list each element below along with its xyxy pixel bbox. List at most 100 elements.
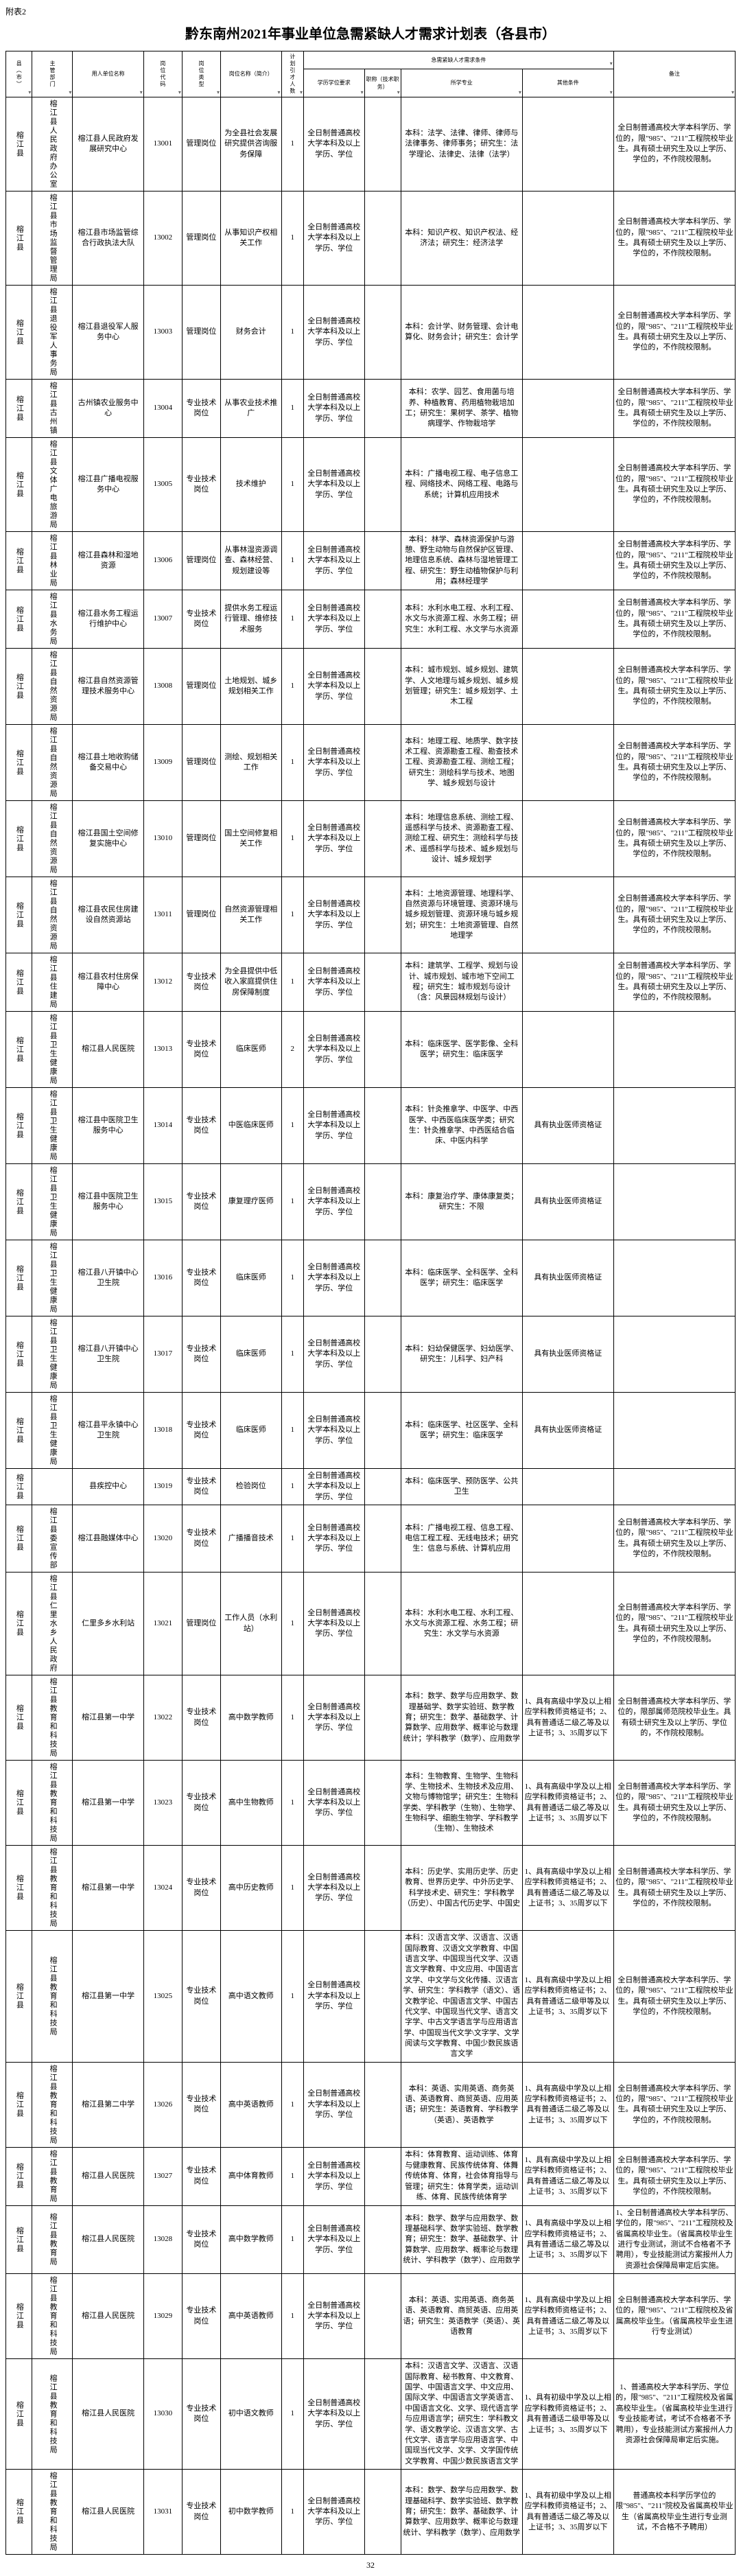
cell-unit: 榕江县第一中学 [73,1931,143,2063]
cell-county: 榕江县 [6,192,32,286]
header-major[interactable]: 所学专业 [401,69,522,97]
header-code[interactable]: 岗位代码 [143,51,182,97]
cell-major: 本科：数学、数学与应用数学、数理基础科学、数学实验班、数学教育；研究生：数学、基… [401,2470,522,2555]
header-dept[interactable]: 主管部门 [32,51,73,97]
cell-code: 13011 [143,877,182,953]
cell-edu: 全日制普通高校大学本科及以上学历、学位 [304,438,365,532]
cell-other [522,649,613,725]
cell-county: 榕江县 [6,97,32,192]
cell-other: 1、具有高级中学及以上相应学科教师资格证书；2、具有普通话二级乙等及以上证书；3… [522,2062,613,2147]
cell-type: 专业技术岗位 [182,1316,220,1393]
cell-other: 1、具有高级中学及以上相应学科教师资格证书；2、具有普通话二级乙等及以上证书；3… [522,2147,613,2205]
cell-protitle [364,380,401,438]
cell-unit: 榕江县第一中学 [73,1761,143,1846]
header-posname[interactable]: 岗位名称（简介） [220,51,281,97]
header-protitle[interactable]: 职称（技术职务） [364,69,401,97]
cell-dept: 榕江县林业局 [32,532,73,590]
header-req-group[interactable]: 急需紧缺人才需求条件 [304,51,614,69]
cell-unit: 仁里多乡水利站 [73,1573,143,1675]
cell-unit: 榕江县农民住房建设自然资源站 [73,877,143,953]
cell-posname: 为全县提供中低收入家庭提供住房保障制度 [220,953,281,1012]
cell-count: 1 [281,1469,303,1505]
cell-code: 13022 [143,1675,182,1761]
table-row: 榕江县榕江县卫生健康局榕江县人民医院13013专业技术岗位临床医师2全日制普通高… [6,1012,736,1088]
cell-major: 本科：土地资源管理、地理科学、自然资源与环境管理、资源环境与城乡规划管理、资源环… [401,877,522,953]
cell-unit: 榕江县市场监管综合行政执法大队 [73,192,143,286]
table-row: 榕江县榕江县教育和科技局榕江县人民医院13029专业技术岗位高中英语教师1全日制… [6,2274,736,2359]
cell-code: 13018 [143,1393,182,1469]
cell-type: 管理岗位 [182,97,220,192]
cell-dept: 榕江县教育局 [32,2147,73,2205]
cell-dept: 榕江县市场监督管理局 [32,192,73,286]
cell-dept: 榕江县自然资源局 [32,877,73,953]
header-unit[interactable]: 用人单位名称 [73,51,143,97]
table-row: 榕江县榕江县卫生健康局榕江县平永镇中心卫生院13018专业技术岗位临床医师1全日… [6,1393,736,1469]
cell-posname: 财务会计 [220,286,281,380]
cell-edu: 全日制普通高校大学本科及以上学历、学位 [304,2359,365,2470]
requirements-table: 县（市） 主管部门 用人单位名称 岗位代码 岗位类型 岗位名称（简介） 计划引才… [5,51,736,2555]
cell-remark: 全日制普通高校大学本科学历、学位的，限"985"、"211"工程院校毕业生。具有… [613,1846,735,1931]
cell-type: 管理岗位 [182,801,220,877]
cell-dept: 榕江县古州镇 [32,380,73,438]
cell-type: 专业技术岗位 [182,1088,220,1164]
cell-edu: 全日制普通高校大学本科及以上学历、学位 [304,2205,365,2273]
cell-type: 管理岗位 [182,725,220,801]
cell-unit: 榕江县广播电视服务中心 [73,438,143,532]
cell-type: 专业技术岗位 [182,1240,220,1316]
cell-edu: 全日制普通高校大学本科及以上学历、学位 [304,2274,365,2359]
cell-posname: 中医临床医师 [220,1088,281,1164]
cell-protitle [364,1505,401,1573]
table-row: 榕江县榕江县自然资源局榕江县国土空间修复实施中心13010管理岗位国土空间修复相… [6,801,736,877]
cell-posname: 检验岗位 [220,1469,281,1505]
cell-edu: 全日制普通高校大学本科及以上学历、学位 [304,1469,365,1505]
cell-count: 1 [281,1393,303,1469]
cell-code: 13001 [143,97,182,192]
cell-major: 本科：生物教育、生物学、生物科学、生物技术、生物技术及应用、文物与博物馆学；研究… [401,1761,522,1846]
cell-other: 1、具有高级中学及以上相应学科教师资格证书；2、具有普通话二级乙等及以上证书；3… [522,2205,613,2273]
cell-other: 具有执业医师资格证 [522,1316,613,1393]
cell-remark: 全日制普通高校大学本科学历、学位的，限"985"、"211"工程院校毕业生。具有… [613,725,735,801]
cell-other [522,438,613,532]
cell-county: 榕江县 [6,286,32,380]
cell-posname: 从事林湿资源调查、森林经营、规划建设等 [220,532,281,590]
cell-county: 榕江县 [6,649,32,725]
table-row: 榕江县榕江县自然资源局榕江县自然资源管理技术服务中心13008管理岗位土地规划、… [6,649,736,725]
cell-count: 1 [281,192,303,286]
cell-other [522,97,613,192]
header-county[interactable]: 县（市） [6,51,32,97]
cell-code: 13020 [143,1505,182,1573]
cell-other: 具有执业医师资格证 [522,1393,613,1469]
cell-unit: 榕江县八开镇中心卫生院 [73,1240,143,1316]
cell-unit: 榕江县人民医院 [73,2147,143,2205]
header-remark[interactable]: 备注 [613,51,735,97]
cell-protitle [364,649,401,725]
cell-count: 1 [281,1240,303,1316]
cell-county: 榕江县 [6,877,32,953]
cell-county: 榕江县 [6,1761,32,1846]
cell-unit: 榕江县第二中学 [73,2062,143,2147]
cell-remark: 全日制普通高校大学本科学历、学位的，限"985"、"211"工程院校毕业生。具有… [613,801,735,877]
header-other[interactable]: 其他条件 [522,69,613,97]
cell-major: 本科：法学、法律、律师、律师与法律事务、律师事务；研究生：法学理论、法律史、法律… [401,97,522,192]
header-type[interactable]: 岗位类型 [182,51,220,97]
cell-remark: 全日制普通高校大学本科学历、学位的，限"985"、"211"工程院校毕业生。具有… [613,1931,735,2063]
cell-major: 本科：林学、森林资源保护与游憩、野生动物与自然保护区管理、地理信息系统、森林与湿… [401,532,522,590]
cell-major: 本科：针灸推拿学、中医学、中西医学、中西医临床医学类；研究生：针灸推拿学、中西医… [401,1088,522,1164]
cell-other [522,1469,613,1505]
cell-unit: 榕江县自然资源管理技术服务中心 [73,649,143,725]
cell-type: 专业技术岗位 [182,2205,220,2273]
cell-major: 本科：数学、数学与应用数学、数理基础科学、数学实验班、数学教育；研究生：数学、基… [401,2205,522,2273]
cell-remark: 全日制普通高校大学本科学历、学位的，限"985"、"211"工程院校毕业生。具有… [613,1761,735,1846]
cell-count: 1 [281,438,303,532]
cell-major: 本科：英语、实用英语、商务英语、英语教育、商贸英语、应用英语；研究生：英语教学（… [401,2274,522,2359]
cell-dept: 榕江县教育和科技局 [32,2470,73,2555]
cell-major: 本科：历史学、实用历史学、历史教育、世界历史学、中外历史学、科学技术史、研究生：… [401,1846,522,1931]
cell-remark [613,1393,735,1469]
cell-edu: 全日制普通高校大学本科及以上学历、学位 [304,1931,365,2063]
header-edu[interactable]: 学历学位要求 [304,69,365,97]
header-count[interactable]: 计划引才人数 [281,51,303,97]
cell-type: 专业技术岗位 [182,380,220,438]
table-row: 榕江县榕江县教育和科技局榕江县人民医院13031专业技术岗位初中数学教师1全日制… [6,2470,736,2555]
cell-protitle [364,1088,401,1164]
cell-other [522,1505,613,1573]
